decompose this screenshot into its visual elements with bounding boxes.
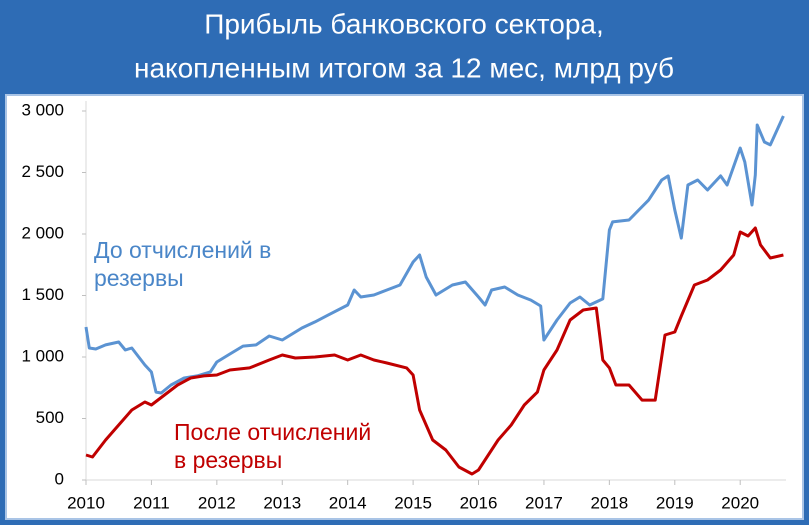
annotation: в резервы [174,447,282,473]
y-tick-label: 2 000 [21,223,64,242]
y-tick-label: 3 000 [21,100,64,119]
x-tick-label: 2018 [590,493,628,512]
x-tick-label: 2017 [525,493,563,512]
x-tick-label: 2014 [329,493,367,512]
y-tick-label: 500 [36,408,64,427]
series-line [84,115,785,395]
x-tick-label: 2013 [263,493,301,512]
y-tick-label: 1 500 [21,285,64,304]
x-tick-label: 2011 [133,493,170,512]
annotation: резервы [94,265,184,291]
chart-title: накопленным итогом за 12 мес, млрд руб [134,52,674,83]
x-tick-label: 2015 [394,493,432,512]
series-line [85,226,784,476]
x-tick-label: 2016 [460,493,498,512]
x-tick-label: 2012 [198,493,236,512]
chart-title: Прибыль банковского сектора, [204,8,604,39]
annotation: До отчислений в [94,237,271,263]
y-tick-label: 1 000 [21,346,64,365]
y-tick-label: 2 500 [21,162,64,181]
y-tick-label: 0 [55,469,64,488]
annotation: После отчислений [174,419,371,445]
x-tick-label: 2010 [67,493,105,512]
plot-panel [5,94,804,520]
x-tick-label: 2020 [721,493,759,512]
x-tick-label: 2019 [656,493,694,512]
